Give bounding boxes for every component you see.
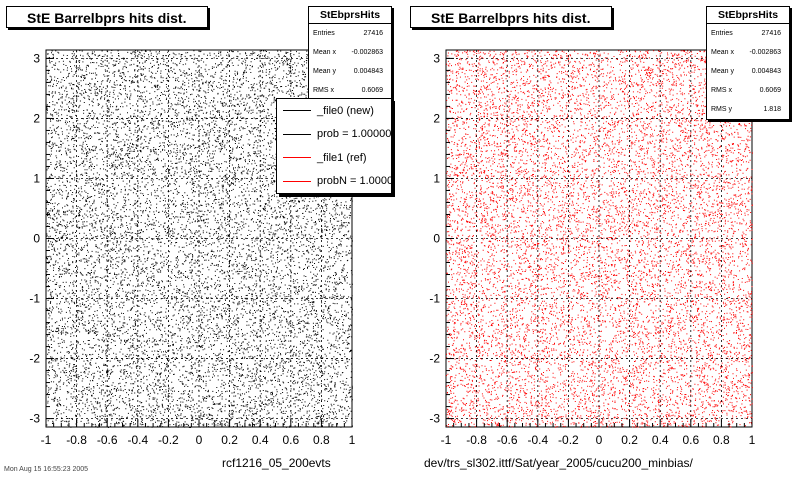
grid-lines [446, 50, 752, 427]
x-tick-label: -0.8 [66, 433, 87, 447]
stats-row-entries: Entries 27416 [707, 24, 789, 43]
x-tick-label: -1 [41, 433, 52, 447]
x-tick-label: -0.2 [158, 433, 179, 447]
stats-value: -0.002863 [749, 49, 781, 56]
y-tick-label: -2 [29, 352, 40, 366]
y-tick-label: 1 [33, 171, 40, 185]
stats-label: Mean y [313, 68, 336, 75]
stats-row-mean-y: Mean y 0.004843 [309, 62, 391, 81]
timestamp: Mon Aug 15 16:55:23 2005 [4, 466, 89, 473]
stats-value: 0.004843 [751, 68, 781, 75]
stats-label: RMS x [313, 87, 334, 94]
stats-label: Entries [313, 30, 335, 37]
stats-row-rms-y: RMS y 1.818 [707, 100, 789, 119]
stats-value: -0.002863 [351, 49, 383, 56]
x-tick-label: -0.6 [97, 433, 118, 447]
legend-label: prob = 1.000000 [317, 128, 392, 141]
legend-entry-file0: _file0 (new) [277, 99, 391, 123]
stats-name: StEbprsHits [309, 7, 391, 24]
stats-label: RMS y [711, 106, 732, 113]
stats-row-rms-x: RMS x 0.6069 [707, 81, 789, 100]
left-footer-label: rcf1216_05_200evts [222, 456, 331, 470]
y-tick-label: -3 [29, 412, 40, 426]
stats-label: Mean x [711, 49, 734, 56]
y-tick-label: -1 [429, 292, 440, 306]
left-histogram-title: StE Barrelbprs hits dist. [6, 6, 208, 28]
legend-line-swatch [283, 110, 311, 112]
y-tick-label: 2 [433, 111, 440, 125]
x-tick-label: 0.8 [713, 433, 730, 447]
x-tick-label: 0.2 [621, 433, 638, 447]
stats-value: 1.818 [763, 106, 781, 113]
x-tick-label: 0.4 [652, 433, 669, 447]
legend-label: _file1 (ref) [317, 151, 367, 164]
right-histogram-panel: -1 -0.8 -0.6 -0.4 -0.2 0 0.2 0.4 0.6 0.8 1 -3 -2 -1 0 1… [429, 49, 756, 447]
x-tick-label: 0 [196, 433, 203, 447]
x-tick-label: 1 [749, 433, 756, 447]
stats-label: Mean y [711, 68, 734, 75]
legend-label: probN = 1.000000 [317, 175, 392, 188]
stats-value: 27416 [761, 30, 781, 37]
stats-label: Mean x [313, 49, 336, 56]
x-tick-label: 0 [596, 433, 603, 447]
y-tick-label: 1 [433, 171, 440, 185]
y-tick-label: 3 [33, 51, 40, 65]
x-tick-label: 0.6 [682, 433, 699, 447]
stats-value: 0.6069 [759, 87, 781, 94]
x-tick-label: 0.4 [252, 433, 269, 447]
stats-label: RMS x [711, 87, 732, 94]
x-tick-label: 0.8 [313, 433, 330, 447]
stats-row-mean-x: Mean x -0.002863 [707, 43, 789, 62]
legend-box: _file0 (new) prob = 1.000000 _file1 (ref… [276, 98, 392, 194]
stats-value: 0.6069 [361, 87, 383, 94]
legend-label: _file0 (new) [317, 104, 374, 117]
y-tick-label: -3 [429, 412, 440, 426]
x-tick-label: -0.4 [527, 433, 548, 447]
legend-line-swatch [283, 157, 311, 159]
x-tick-label: -0.6 [497, 433, 518, 447]
stats-row-entries: Entries 27416 [309, 24, 391, 43]
y-tick-label: 0 [33, 232, 40, 246]
x-tick-label: 0.2 [221, 433, 238, 447]
legend-entry-prob: prob = 1.000000 [277, 123, 391, 147]
stats-row-mean-x: Mean x -0.002863 [309, 43, 391, 62]
legend-entry-file1: _file1 (ref) [277, 146, 391, 170]
x-tick-label: -1 [441, 433, 452, 447]
x-tick-label: -0.4 [127, 433, 148, 447]
legend-line-swatch [283, 180, 311, 182]
x-tick-label: -0.2 [558, 433, 579, 447]
left-stats-box: StEbprsHits Entries 27416 Mean x -0.0028… [308, 6, 392, 104]
x-tick-label: 1 [349, 433, 356, 447]
legend-entry-probN: probN = 1.000000 [277, 170, 391, 194]
x-tick-label: 0.6 [282, 433, 299, 447]
stats-value: 27416 [363, 30, 383, 37]
right-histogram-title: StE Barrelbprs hits dist. [410, 6, 612, 28]
stats-row-rms-x: RMS x 0.6069 [309, 81, 391, 100]
y-tick-label: 3 [433, 51, 440, 65]
stats-value: 0.004843 [353, 68, 383, 75]
stats-row-mean-y: Mean y 0.004843 [707, 62, 789, 81]
y-tick-label: -1 [29, 292, 40, 306]
y-tick-label: 0 [433, 232, 440, 246]
x-tick-label: -0.8 [466, 433, 487, 447]
right-stats-box: StEbprsHits Entries 27416 Mean x -0.0028… [706, 6, 790, 120]
y-tick-label: 2 [33, 111, 40, 125]
y-tick-label: -2 [429, 352, 440, 366]
stats-label: Entries [711, 30, 733, 37]
right-footer-label: dev/trs_sl302.ittf/Sat/year_2005/cucu200… [424, 456, 693, 470]
stats-name: StEbprsHits [707, 7, 789, 24]
legend-line-swatch [283, 133, 311, 135]
